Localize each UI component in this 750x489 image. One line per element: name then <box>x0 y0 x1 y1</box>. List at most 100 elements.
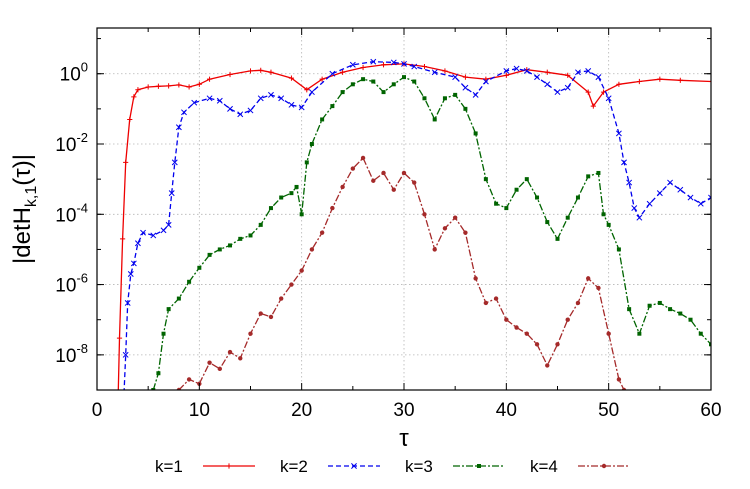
data-point <box>504 206 509 211</box>
series-1 <box>116 61 711 390</box>
data-point <box>708 78 711 85</box>
data-point <box>288 75 295 81</box>
data-point <box>402 75 406 80</box>
data-point <box>166 307 171 312</box>
data-point <box>156 371 161 376</box>
data-point <box>442 96 447 101</box>
data-point <box>596 285 601 291</box>
legend-item: k=1 <box>155 457 255 476</box>
data-point <box>329 70 336 77</box>
y-tick-label-exp: -8 <box>76 341 88 356</box>
data-point <box>371 79 376 84</box>
data-point <box>304 87 310 93</box>
data-point <box>247 68 254 74</box>
data-point <box>595 74 602 81</box>
y-axis-label-base: |detH <box>9 207 36 264</box>
data-point <box>432 117 437 122</box>
legend-label: k=2 <box>280 457 308 476</box>
data-point <box>258 222 263 227</box>
data-point <box>140 229 147 236</box>
data-point <box>615 130 622 137</box>
data-point <box>621 159 627 166</box>
data-point <box>207 252 212 257</box>
data-point <box>575 195 580 200</box>
data-point <box>534 342 540 347</box>
data-point <box>217 247 222 252</box>
data-point <box>258 311 263 316</box>
y-tick-label-base: 10 <box>55 346 76 367</box>
data-point <box>248 331 253 336</box>
data-point <box>151 388 156 390</box>
data-point <box>565 317 570 322</box>
data-point <box>289 282 294 287</box>
data-point <box>350 82 355 87</box>
data-point <box>319 230 325 235</box>
y-axis-label-rest: (τ)| <box>9 154 36 186</box>
data-point <box>544 69 550 75</box>
data-point <box>422 96 427 101</box>
data-point <box>565 215 570 220</box>
data-point <box>161 331 166 336</box>
legend-marker <box>477 464 481 468</box>
data-point <box>258 67 264 73</box>
data-point <box>678 311 683 316</box>
data-point <box>606 331 611 336</box>
data-point <box>130 260 137 267</box>
y-axis-label: |detHk,1(τ)| <box>9 154 40 264</box>
data-point <box>565 72 571 78</box>
data-point <box>227 71 233 78</box>
data-point <box>401 170 407 176</box>
data-point <box>412 79 417 84</box>
series-2 <box>120 58 711 428</box>
data-point <box>360 64 366 71</box>
data-point <box>294 184 299 189</box>
data-point <box>227 105 233 112</box>
data-point <box>493 296 499 301</box>
data-point <box>647 303 652 308</box>
data-point <box>217 366 222 372</box>
data-point <box>309 142 314 147</box>
data-point <box>503 67 510 74</box>
data-point <box>442 68 448 74</box>
data-point <box>150 232 157 239</box>
data-point <box>494 201 499 206</box>
data-point <box>709 342 711 347</box>
data-point <box>268 91 274 98</box>
data-point <box>688 317 693 322</box>
data-point <box>171 159 178 166</box>
data-point <box>340 184 345 190</box>
data-point <box>228 243 233 248</box>
axis-ticks <box>96 28 712 391</box>
data-point <box>207 360 212 365</box>
data-point <box>535 195 540 200</box>
data-point <box>452 215 458 220</box>
data-point <box>381 90 386 95</box>
y-tick-label-exp: -6 <box>76 271 88 286</box>
data-point <box>279 195 284 200</box>
data-point <box>120 423 125 428</box>
data-point <box>135 87 141 93</box>
data-point <box>298 104 305 111</box>
data-point <box>176 82 182 88</box>
legend-label: k=3 <box>405 457 433 476</box>
data-point <box>432 247 437 252</box>
data-point <box>698 331 703 336</box>
y-tick-label-exp: 0 <box>81 60 88 75</box>
data-point <box>299 212 304 217</box>
data-point <box>555 236 560 241</box>
data-point <box>422 212 427 217</box>
data-point <box>626 179 633 186</box>
data-point <box>227 349 233 355</box>
data-point <box>463 106 468 111</box>
data-point <box>176 296 181 301</box>
data-point <box>586 276 591 281</box>
data-point <box>247 107 254 114</box>
data-point <box>656 190 663 197</box>
data-point <box>279 296 284 301</box>
data-point <box>677 186 684 193</box>
y-tick-label: 10-2 <box>55 130 88 156</box>
data-point <box>412 180 417 185</box>
data-point <box>421 63 428 70</box>
data-point <box>483 177 488 182</box>
x-axis-label: τ <box>399 425 409 452</box>
